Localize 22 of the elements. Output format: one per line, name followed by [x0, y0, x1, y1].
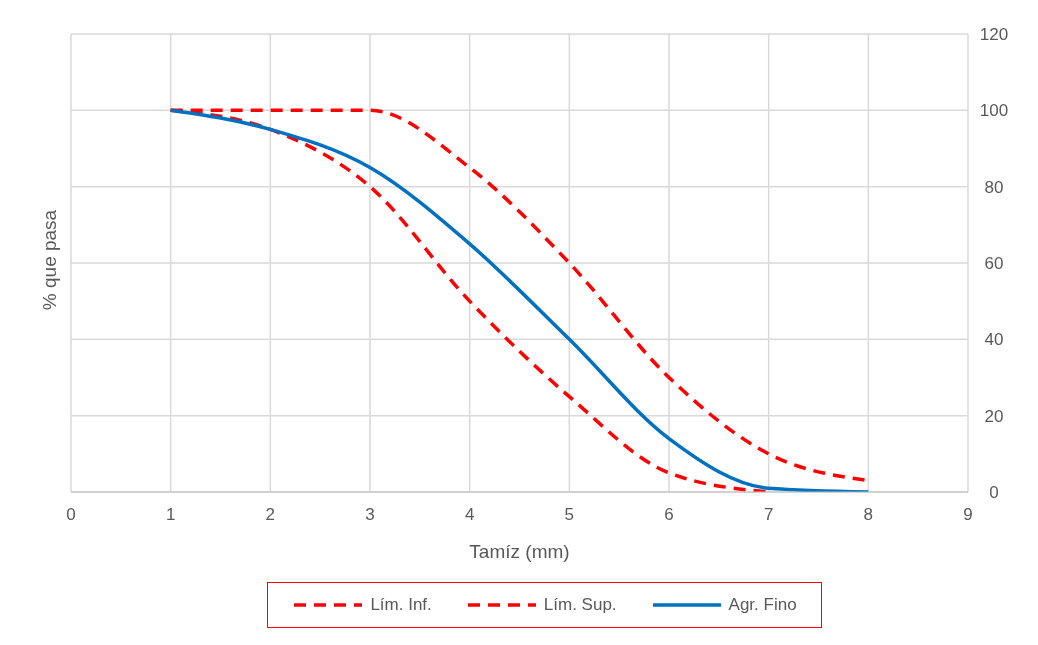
x-tick-label: 3: [365, 505, 375, 525]
y-tick-label: 0: [989, 483, 999, 503]
y-tick-label: 20: [984, 406, 1004, 426]
y-tick-label: 100: [979, 101, 1009, 121]
y-tick-label: 40: [984, 330, 1004, 350]
legend-label: Lím. Inf.: [369, 595, 432, 615]
x-tick-label: 8: [863, 505, 874, 525]
x-tick-label: 5: [564, 505, 575, 525]
y-tick-label: 60: [984, 254, 1004, 274]
x-tick-label: 9: [963, 505, 973, 525]
y-tick-label: 120: [979, 25, 1009, 45]
y-axis-title: % que pasa: [39, 209, 61, 311]
x-tick-label: 0: [66, 505, 76, 525]
y-tick-label: 80: [984, 177, 1004, 197]
legend-label: Agr. Fino: [727, 595, 797, 615]
x-axis-title: Tamíz (mm): [469, 541, 570, 562]
x-tick-label: 4: [464, 505, 475, 525]
x-tick-label: 6: [664, 505, 674, 525]
legend-label: Lím. Sup.: [542, 595, 617, 615]
x-tick-label: 7: [763, 505, 774, 525]
x-tick-label: 1: [165, 505, 176, 525]
x-tick-label: 2: [265, 505, 276, 525]
